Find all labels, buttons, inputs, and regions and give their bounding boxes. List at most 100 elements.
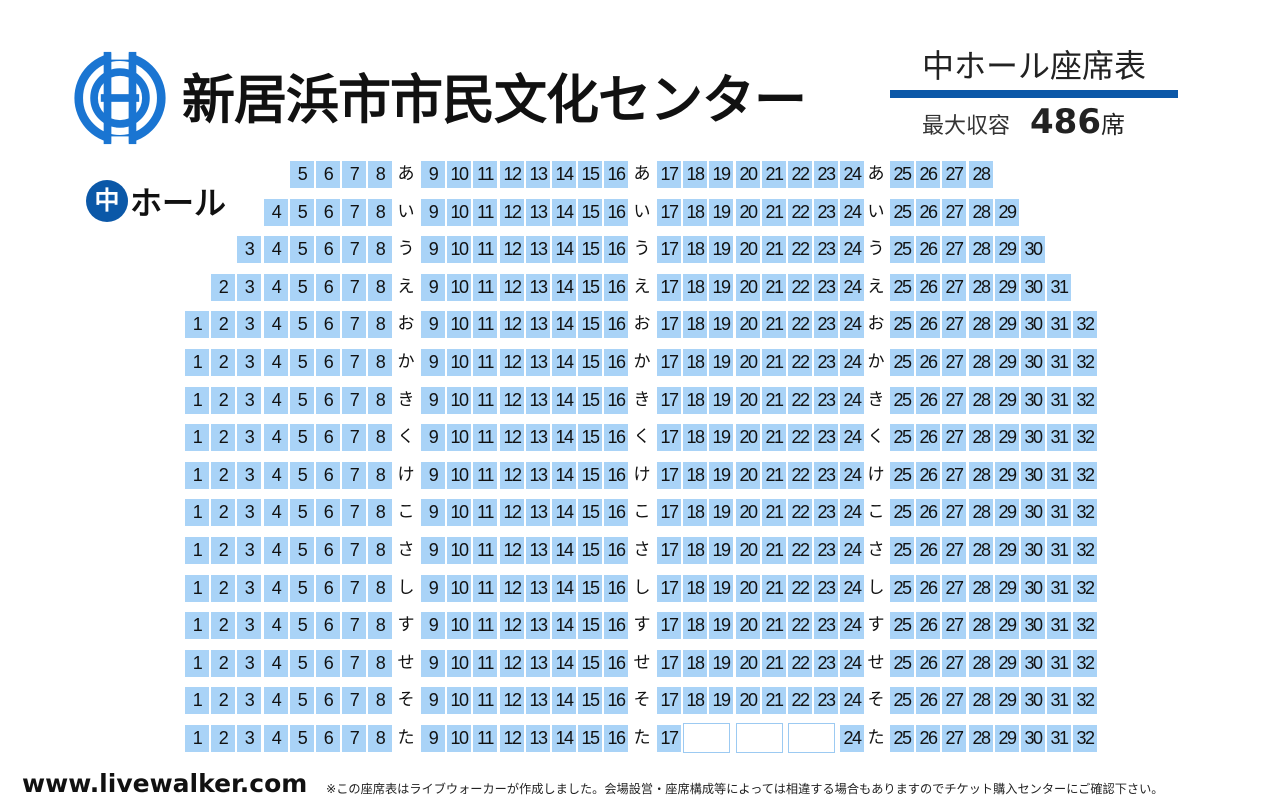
seat[interactable]: 12 [500, 387, 524, 414]
seat[interactable]: 13 [526, 387, 550, 414]
seat[interactable]: 29 [995, 499, 1019, 526]
seat[interactable]: 10 [447, 387, 471, 414]
seat[interactable]: 25 [890, 387, 914, 414]
seat[interactable]: 11 [473, 650, 497, 677]
seat[interactable]: 2 [211, 537, 235, 564]
seat[interactable]: 2 [211, 274, 235, 301]
seat[interactable]: 5 [290, 424, 314, 451]
seat[interactable]: 5 [290, 274, 314, 301]
seat[interactable]: 30 [1021, 424, 1045, 451]
seat[interactable]: 5 [290, 236, 314, 263]
seat[interactable]: 9 [421, 161, 445, 188]
seat[interactable]: 14 [552, 349, 576, 376]
seat[interactable]: 17 [657, 161, 681, 188]
seat[interactable]: 23 [814, 612, 838, 639]
seat[interactable]: 26 [916, 725, 940, 752]
seat[interactable]: 28 [969, 161, 993, 188]
seat[interactable]: 4 [264, 725, 288, 752]
seat[interactable]: 25 [890, 274, 914, 301]
seat[interactable]: 20 [736, 499, 760, 526]
seat[interactable]: 4 [264, 274, 288, 301]
seat[interactable]: 32 [1073, 349, 1097, 376]
seat[interactable]: 31 [1047, 499, 1071, 526]
seat[interactable]: 19 [709, 650, 733, 677]
seat[interactable]: 13 [526, 161, 550, 188]
seat[interactable]: 31 [1047, 725, 1071, 752]
seat[interactable]: 9 [421, 236, 445, 263]
seat[interactable]: 29 [995, 236, 1019, 263]
seat[interactable]: 8 [368, 424, 392, 451]
seat[interactable]: 22 [788, 650, 812, 677]
seat[interactable]: 15 [578, 575, 602, 602]
seat[interactable]: 9 [421, 387, 445, 414]
seat[interactable]: 10 [447, 424, 471, 451]
seat[interactable]: 22 [788, 499, 812, 526]
seat[interactable]: 26 [916, 311, 940, 338]
seat[interactable]: 27 [942, 274, 966, 301]
seat[interactable]: 13 [526, 725, 550, 752]
seat[interactable]: 29 [995, 650, 1019, 677]
seat[interactable]: 23 [814, 161, 838, 188]
seat[interactable]: 3 [237, 499, 261, 526]
seat[interactable]: 16 [604, 387, 628, 414]
seat[interactable]: 14 [552, 575, 576, 602]
seat[interactable]: 19 [709, 537, 733, 564]
seat[interactable]: 4 [264, 311, 288, 338]
seat[interactable]: 21 [762, 236, 786, 263]
seat[interactable]: 9 [421, 462, 445, 489]
seat[interactable]: 26 [916, 349, 940, 376]
seat[interactable]: 26 [916, 199, 940, 226]
seat[interactable]: 20 [736, 274, 760, 301]
seat[interactable]: 27 [942, 575, 966, 602]
seat[interactable]: 20 [736, 199, 760, 226]
seat[interactable]: 9 [421, 424, 445, 451]
seat[interactable]: 25 [890, 725, 914, 752]
seat[interactable]: 21 [762, 687, 786, 714]
seat[interactable]: 22 [788, 537, 812, 564]
seat[interactable]: 13 [526, 687, 550, 714]
seat[interactable]: 11 [473, 612, 497, 639]
seat[interactable]: 27 [942, 161, 966, 188]
seat[interactable]: 28 [969, 612, 993, 639]
seat[interactable]: 31 [1047, 311, 1071, 338]
seat[interactable]: 5 [290, 537, 314, 564]
seat[interactable]: 21 [762, 424, 786, 451]
seat[interactable]: 31 [1047, 462, 1071, 489]
seat[interactable]: 28 [969, 499, 993, 526]
seat[interactable]: 11 [473, 274, 497, 301]
seat[interactable]: 4 [264, 462, 288, 489]
seat[interactable]: 26 [916, 650, 940, 677]
seat[interactable]: 7 [342, 274, 366, 301]
seat[interactable]: 29 [995, 687, 1019, 714]
seat[interactable]: 7 [342, 687, 366, 714]
seat[interactable]: 14 [552, 650, 576, 677]
seat[interactable]: 12 [500, 575, 524, 602]
seat[interactable]: 27 [942, 462, 966, 489]
seat[interactable]: 9 [421, 311, 445, 338]
seat[interactable]: 20 [736, 349, 760, 376]
seat[interactable]: 15 [578, 387, 602, 414]
seat[interactable]: 22 [788, 311, 812, 338]
seat[interactable]: 19 [709, 199, 733, 226]
seat[interactable]: 15 [578, 499, 602, 526]
seat[interactable]: 10 [447, 236, 471, 263]
seat[interactable]: 26 [916, 274, 940, 301]
seat[interactable]: 1 [185, 424, 209, 451]
seat[interactable]: 28 [969, 311, 993, 338]
seat[interactable]: 5 [290, 687, 314, 714]
seat[interactable]: 20 [736, 424, 760, 451]
seat[interactable]: 23 [814, 274, 838, 301]
seat[interactable]: 14 [552, 687, 576, 714]
seat[interactable]: 17 [657, 499, 681, 526]
seat[interactable]: 32 [1073, 424, 1097, 451]
seat[interactable]: 31 [1047, 537, 1071, 564]
seat[interactable]: 26 [916, 575, 940, 602]
seat[interactable]: 11 [473, 575, 497, 602]
seat[interactable]: 19 [709, 236, 733, 263]
site-url[interactable]: www.livewalker.com [22, 769, 308, 798]
seat[interactable]: 25 [890, 687, 914, 714]
seat[interactable]: 11 [473, 537, 497, 564]
seat[interactable]: 18 [683, 537, 707, 564]
seat[interactable]: 2 [211, 349, 235, 376]
seat[interactable]: 26 [916, 612, 940, 639]
